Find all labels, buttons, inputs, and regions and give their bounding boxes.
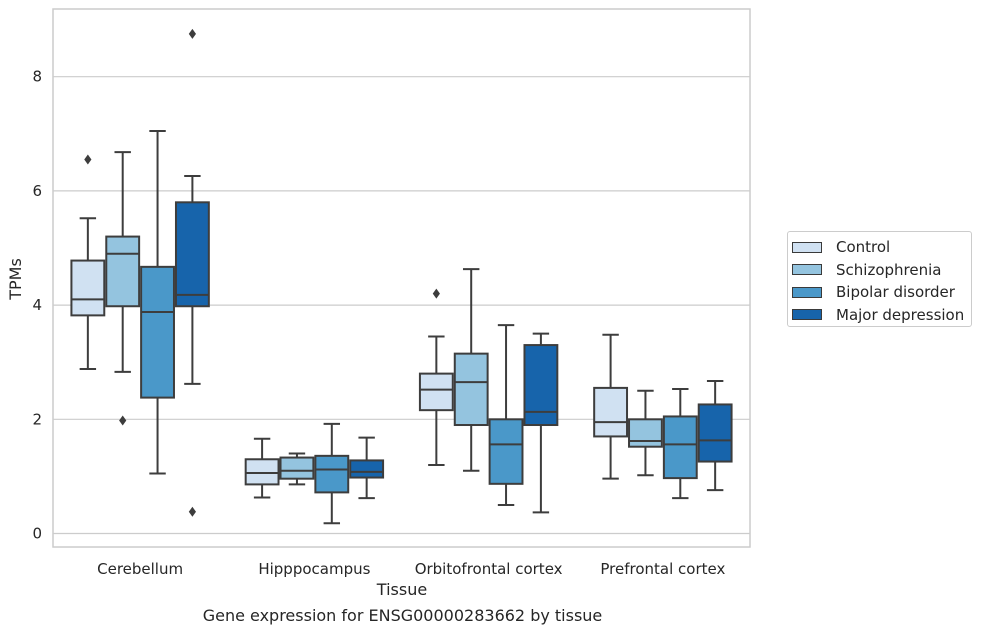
box-group <box>628 389 663 477</box>
y-tick-labels: 0 2 4 6 8 <box>32 68 42 543</box>
box-group <box>593 333 629 480</box>
legend-label: Bipolar disorder <box>836 283 955 302</box>
box-group <box>349 436 385 500</box>
box-body <box>244 458 280 486</box>
x-axis-title: Tissue <box>376 580 427 599</box>
box-body <box>314 454 350 494</box>
box-body <box>140 265 175 399</box>
box-group <box>279 452 315 486</box>
box-body <box>453 352 489 427</box>
legend-label: Schizophrenia <box>836 260 942 279</box>
plot-frame <box>52 8 751 548</box>
box-group <box>70 154 106 371</box>
x-tick-label: Hipppocampus <box>258 560 370 578</box>
legend-item: Control <box>792 236 971 259</box>
y-tick-label: 2 <box>32 410 42 428</box>
box-group <box>488 324 524 506</box>
y-tick-label: 6 <box>32 182 42 200</box>
legend-item: Bipolar disorder <box>792 281 971 304</box>
outlier-point <box>188 506 196 517</box>
x-tick-labels: Cerebellum Hipppocampus Orbitofrontal cort… <box>97 560 725 578</box>
box-body <box>279 456 315 480</box>
y-tick-label: 0 <box>32 525 42 543</box>
legend: Control Schizophrenia Bipolar disorder Majo… <box>787 231 972 327</box>
box-body <box>593 386 629 438</box>
box-body <box>628 418 663 448</box>
box-group <box>418 288 454 466</box>
x-tick-label: Cerebellum <box>97 560 183 578</box>
legend-swatch <box>792 241 822 253</box>
legend-label: Control <box>836 238 891 257</box>
box-body <box>662 415 698 480</box>
y-axis-title: TPMs <box>6 258 25 301</box>
box-group <box>140 129 175 475</box>
box-body <box>174 201 210 308</box>
box-body <box>488 418 524 485</box>
box-body <box>697 403 733 463</box>
legend-swatch <box>792 309 822 321</box>
box-group <box>105 151 141 426</box>
y-tick-label: 8 <box>32 68 42 86</box>
box-group <box>174 28 210 517</box>
box-body <box>418 372 454 412</box>
box-group <box>453 268 489 472</box>
box-group <box>662 388 698 500</box>
legend-item: Schizophrenia <box>792 259 971 282</box>
box-group <box>523 332 559 514</box>
box-body <box>70 259 106 317</box>
legend-item: Major depression <box>792 304 971 327</box>
box-group <box>314 422 350 525</box>
legend-label: Major depression <box>836 305 965 324</box>
box-group <box>697 380 733 492</box>
x-tick-label: Prefrontal cortex <box>600 560 725 578</box>
outlier-point <box>188 28 196 39</box>
box-body <box>523 344 559 427</box>
legend-swatch <box>792 264 822 276</box>
outlier-point <box>432 288 440 299</box>
box-body <box>349 459 385 479</box>
chart-caption: Gene expression for ENSG00000283662 by t… <box>202 606 603 625</box>
x-tick-label: Orbitofrontal cortex <box>415 560 563 578</box>
outlier-point <box>84 154 92 165</box>
box-body <box>105 235 141 308</box>
outlier-point <box>119 415 127 426</box>
boxes-layer <box>70 28 733 525</box>
y-tick-label: 4 <box>32 296 42 314</box>
box-group <box>244 437 280 499</box>
legend-swatch <box>792 286 822 298</box>
